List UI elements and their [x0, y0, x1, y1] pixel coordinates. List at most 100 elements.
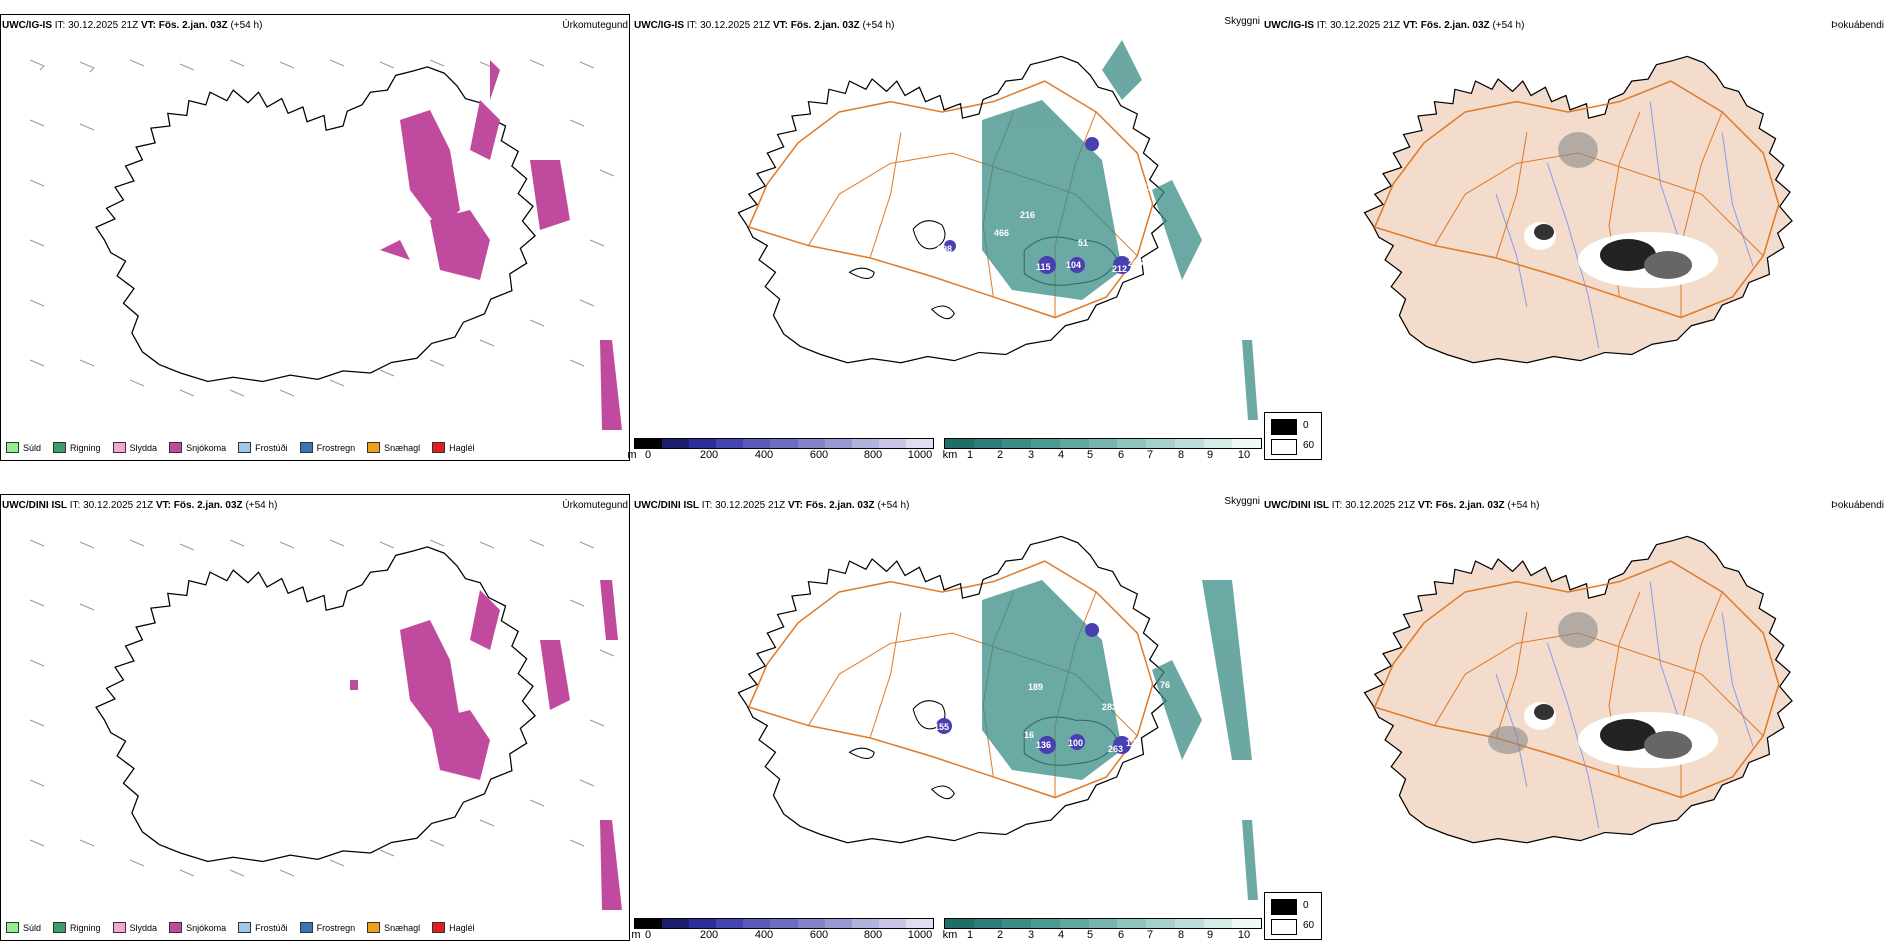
it-value: 30.12.2025 21Z	[68, 20, 139, 31]
precip-legend: Súld Rigning Slydda Snjókoma Frostúði Fr…	[2, 922, 483, 933]
visibility-unit: km	[942, 449, 958, 461]
visibility-tick: 9	[1206, 929, 1214, 941]
visibility-tick: 2	[996, 449, 1004, 461]
legend-swatch	[299, 922, 313, 933]
height-colorbar: m 0 200 400 600 800 1000	[627, 438, 934, 461]
panel-title-precip: Úrkomutegund	[562, 500, 628, 511]
visibility-tick: 3	[1027, 929, 1035, 941]
visibility-tick: 8	[1177, 449, 1185, 461]
legend-swatch	[432, 922, 446, 933]
ceiling-label: 51	[1078, 238, 1088, 248]
it-label: IT:	[1316, 20, 1328, 31]
panel-title-visibility: Skyggni	[1224, 496, 1260, 507]
precip-type-panel: UWC/IG-IS IT: 30.12.2025 21Z VT: Fös. 2.…	[0, 0, 632, 465]
height-tick: 400	[754, 449, 774, 461]
legend-label: Slydda	[129, 442, 158, 453]
it-value: 30.12.2025 21Z	[715, 500, 786, 511]
height-tick: 400	[754, 929, 774, 941]
fog-panel: UWC/DINI ISL IT: 30.12.2025 21Z VT: Fös.…	[1264, 480, 1900, 945]
legend-swatch	[6, 922, 19, 933]
legend-item-slydda: Slydda	[109, 922, 157, 933]
ceiling-label: 175	[1126, 738, 1141, 748]
height-colorbar-bar	[634, 918, 934, 929]
panel-title-visibility: Skyggni	[1224, 16, 1260, 27]
precip-map	[29, 539, 622, 910]
fog-legend-light-swatch	[1271, 439, 1297, 455]
legend-item-snaehagl: Snæhagl	[363, 922, 420, 933]
wind-barbs	[29, 59, 615, 397]
height-tick: 800	[863, 929, 883, 941]
lead-time: (+54 h)	[245, 500, 278, 511]
height-tick: 600	[809, 449, 829, 461]
legend-swatch	[367, 922, 381, 933]
legend-item-haglel: Haglél	[428, 922, 475, 933]
legend-swatch	[299, 442, 313, 453]
vt-label: VT:	[787, 500, 803, 511]
legend-item-haglel: Haglél	[428, 442, 475, 453]
height-tick: 1000	[907, 449, 933, 461]
visibility-tick: 1	[966, 449, 974, 461]
legend-swatch	[169, 922, 183, 933]
panel-header: UWC/IG-IS IT: 30.12.2025 21Z VT: Fös. 2.…	[634, 20, 894, 31]
model-name: UWC/DINI ISL	[1264, 500, 1329, 511]
model-name: UWC/IG-IS	[634, 20, 684, 31]
it-value: 30.12.2025 21Z	[700, 20, 771, 31]
fog-map	[1363, 55, 1793, 364]
iceland-land	[1363, 55, 1793, 364]
visibility-colorbar-ticks: km 1 2 3 4 5 6 7 8 9 10	[942, 449, 1262, 461]
ceiling-label: 263	[1108, 744, 1123, 754]
model-name: UWC/DINI ISL	[634, 500, 699, 511]
ceiling-patches	[936, 623, 1131, 754]
legend-item-snaehagl: Snæhagl	[363, 442, 420, 453]
legend-swatch	[169, 442, 183, 453]
lead-time: (+54 h)	[1492, 20, 1525, 31]
low-visibility-areas	[982, 40, 1258, 420]
vt-value: Fös. 2.jan. 03Z	[173, 500, 243, 511]
visibility-tick: 5	[1086, 449, 1094, 461]
height-tick: 0	[644, 449, 652, 461]
legend-item-snjokoma: Snjókoma	[165, 442, 226, 453]
fog-legend-dark-label: 0	[1303, 420, 1309, 431]
precip-legend: Súld Rigning Slydda Snjókoma Frostúði Fr…	[2, 442, 483, 453]
visibility-tick: 9	[1206, 449, 1214, 461]
wind-barbs	[29, 539, 615, 877]
height-colorbar: m 0 200 400 600 800 1000	[631, 918, 934, 941]
fog-legend-dark-swatch	[1271, 419, 1297, 435]
panel-header: UWC/IG-IS IT: 30.12.2025 21Z VT: Fös. 2.…	[2, 20, 262, 31]
fog-legend-light-label: 60	[1303, 440, 1315, 451]
fog-legend: 0 60	[1264, 892, 1322, 940]
vt-label: VT:	[140, 20, 156, 31]
fog-legend: 0 60	[1264, 412, 1322, 460]
it-label: IT:	[701, 500, 713, 511]
legend-swatch	[367, 442, 381, 453]
height-colorbar-ticks: m 0 200 400 600 800 1000	[631, 929, 934, 941]
lead-time: (+54 h)	[877, 500, 910, 511]
iceland-outline	[95, 546, 536, 863]
legend-swatch	[238, 922, 252, 933]
legend-label: Snjókoma	[186, 442, 227, 453]
visibility-tick: 1	[966, 929, 974, 941]
vt-label: VT:	[1402, 20, 1418, 31]
visibility-tick: 4	[1057, 929, 1065, 941]
visibility-map: 124 381 65 216 466 298 51 115 104 212 20…	[737, 40, 1258, 420]
legend-label: Snjókoma	[186, 922, 227, 933]
model-name: UWC/DINI ISL	[2, 500, 67, 511]
panel-header: UWC/DINI ISL IT: 30.12.2025 21Z VT: Fös.…	[634, 500, 909, 511]
panel-title-precip: Úrkomutegund	[562, 20, 628, 31]
legend-swatch	[238, 442, 252, 453]
legend-label: Frostregn	[316, 922, 356, 933]
fog-legend-dark-label: 0	[1303, 900, 1309, 911]
it-label: IT:	[686, 20, 698, 31]
visibility-tick: 6	[1117, 449, 1125, 461]
legend-item-frostudi: Frostúði	[234, 922, 288, 933]
height-colorbar-ticks: m 0 200 400 600 800 1000	[627, 449, 934, 461]
visibility-tick: 7	[1146, 929, 1154, 941]
lead-time: (+54 h)	[1507, 500, 1540, 511]
visibility-map: 101 76 189 283 155 136 100 263 175 16	[737, 535, 1258, 900]
fog-areas	[1524, 132, 1718, 288]
legend-label: Haglél	[449, 922, 475, 933]
visibility-unit: km	[942, 929, 958, 941]
legend-label: Rigning	[70, 442, 101, 453]
legend-item-rigning: Rigning	[49, 922, 101, 933]
visibility-tick: 3	[1027, 449, 1035, 461]
